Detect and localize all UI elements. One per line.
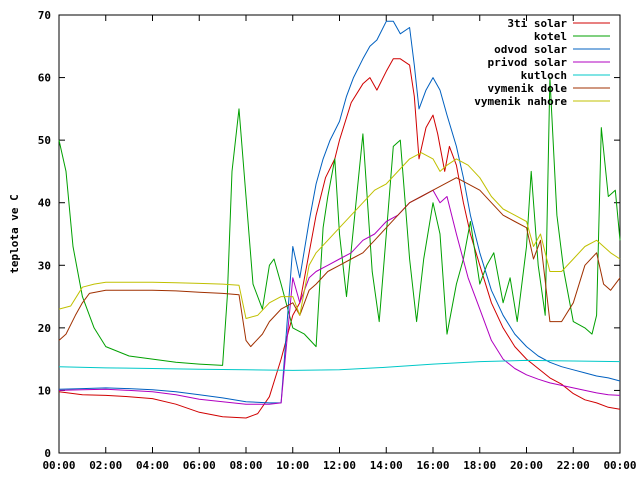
y-tick-label: 30 xyxy=(38,259,51,272)
x-tick-label: 00:00 xyxy=(42,459,75,472)
x-tick-label: 04:00 xyxy=(136,459,169,472)
x-tick-label: 08:00 xyxy=(229,459,262,472)
y-tick-label: 60 xyxy=(38,72,51,85)
series-line-privod-solar xyxy=(58,189,621,405)
y-axis-label: teplota ve C xyxy=(8,194,21,273)
series-layer xyxy=(58,20,621,419)
legend-label: kotel xyxy=(534,30,567,43)
y-tick-label: 70 xyxy=(38,9,51,22)
series-line-3ti-solar xyxy=(58,58,621,419)
series-line-vymenik-nahore xyxy=(58,152,621,319)
x-tick-label: 00:00 xyxy=(603,459,636,472)
x-tick-label: 14:00 xyxy=(370,459,403,472)
y-tick-label: 0 xyxy=(44,447,51,460)
legend-label: kutloch xyxy=(521,69,567,82)
series-line-kutloch xyxy=(58,359,621,371)
y-tick-label: 50 xyxy=(38,134,51,147)
x-tick-label: 06:00 xyxy=(183,459,216,472)
y-tick-label: 20 xyxy=(38,322,51,335)
x-tick-label: 12:00 xyxy=(323,459,356,472)
x-tick-label: 20:00 xyxy=(510,459,543,472)
y-axis: 0 10 20 30 40 50 60 70 xyxy=(38,9,620,460)
legend-label: vymenik dole xyxy=(488,82,568,95)
y-tick-label: 10 xyxy=(38,384,51,397)
legend-label: 3ti solar xyxy=(507,17,567,30)
x-tick-label: 22:00 xyxy=(557,459,590,472)
legend-label: privod solar xyxy=(488,56,568,69)
x-tick-label: 18:00 xyxy=(463,459,496,472)
legend-label: vymenik nahore xyxy=(474,95,567,108)
series-line-kotel xyxy=(58,77,621,366)
x-tick-label: 02:00 xyxy=(89,459,122,472)
y-tick-label: 40 xyxy=(38,197,51,210)
series-line-vymenik-dole xyxy=(58,177,621,348)
x-axis: 00:00 02:00 04:00 06:00 08:00 10:00 12:00 14:00… xyxy=(42,15,637,472)
x-tick-label: 16:00 xyxy=(416,459,449,472)
series-line-odvod-solar xyxy=(58,20,621,404)
x-tick-label: 10:00 xyxy=(276,459,309,472)
legend-label: odvod solar xyxy=(494,43,567,56)
